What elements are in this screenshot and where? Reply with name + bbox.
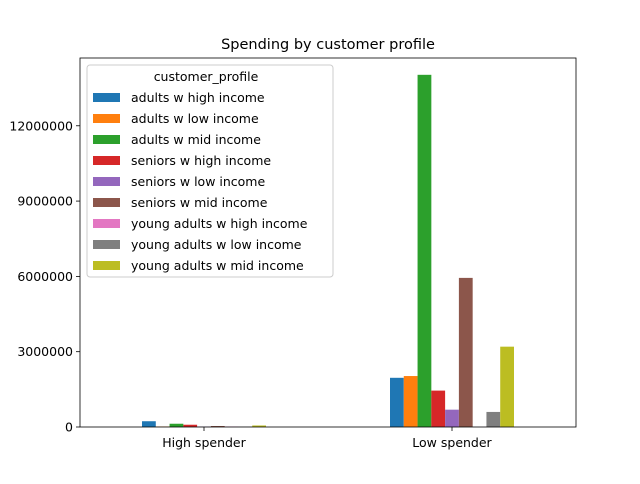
x-tick-label-0: High spender <box>162 435 246 450</box>
bar-3-1 <box>431 391 445 427</box>
legend-swatch-0 <box>93 93 120 102</box>
legend-label-8: young adults w mid income <box>131 258 304 273</box>
bar-2-1 <box>418 75 432 427</box>
legend-label-1: adults w low income <box>131 111 259 126</box>
legend-swatch-4 <box>93 177 120 186</box>
legend-label-0: adults w high income <box>131 90 265 105</box>
y-tick-label-3: 9000000 <box>17 194 73 209</box>
legend-swatch-2 <box>93 135 120 144</box>
bar-5-1 <box>459 278 473 427</box>
legend-label-7: young adults w low income <box>131 237 302 252</box>
legend-swatch-7 <box>93 240 120 249</box>
legend-label-6: young adults w high income <box>131 216 308 231</box>
bar-8-1 <box>500 347 514 427</box>
legend-swatch-1 <box>93 114 120 123</box>
legend-title: customer_profile <box>154 69 259 84</box>
y-tick-label-1: 3000000 <box>17 344 73 359</box>
y-tick-label-4: 12000000 <box>9 118 73 133</box>
legend-swatch-3 <box>93 156 120 165</box>
legend-label-5: seniors w mid income <box>131 195 268 210</box>
bar-0-0 <box>142 421 156 427</box>
bar-0-1 <box>390 378 404 427</box>
y-tick-label-0: 0 <box>65 420 73 435</box>
legend-label-4: seniors w low income <box>131 174 265 189</box>
chart-title: Spending by customer profile <box>221 37 435 53</box>
bar-1-1 <box>404 376 418 427</box>
bar-4-1 <box>445 410 459 427</box>
y-tick-label-2: 6000000 <box>17 269 73 284</box>
legend-swatch-5 <box>93 198 120 207</box>
legend-swatch-6 <box>93 219 120 228</box>
x-tick-label-1: Low spender <box>412 435 492 450</box>
legend-label-2: adults w mid income <box>131 132 261 147</box>
bar-7-1 <box>486 412 500 427</box>
legend-label-3: seniors w high income <box>131 153 271 168</box>
bar-2-0 <box>170 424 184 427</box>
legend-swatch-8 <box>93 261 120 270</box>
